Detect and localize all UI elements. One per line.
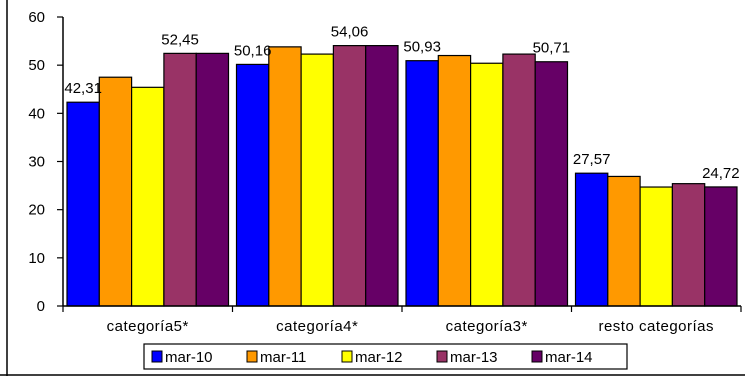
bar-mar-10-0 <box>66 101 100 307</box>
data-label-4: 50,93 <box>403 39 441 56</box>
data-label-2: 50,16 <box>234 42 272 59</box>
y-tick-label-10: 10 <box>28 250 45 267</box>
x-category-label-1: categoría4* <box>276 318 358 335</box>
legend-swatch-mar-14 <box>531 350 543 363</box>
x-category-label-3: resto categorías <box>598 318 714 335</box>
legend-label-mar-14: mar-14 <box>545 349 593 366</box>
y-tick-label-30: 30 <box>28 154 45 171</box>
bar-mar-10-1 <box>235 63 270 307</box>
data-label-7: 24,72 <box>702 165 740 182</box>
data-label-0: 42,31 <box>64 80 102 97</box>
legend-label-mar-11: mar-11 <box>260 349 306 366</box>
bar-mar-11-2 <box>437 54 472 307</box>
bar-mar-14-3 <box>704 186 738 307</box>
legend-swatch-mar-10 <box>151 350 163 363</box>
bar-mar-13-2 <box>502 53 536 307</box>
x-category-label-0: categoría5* <box>107 318 189 335</box>
bar-mar-13-3 <box>671 183 706 307</box>
y-tick-label-60: 60 <box>28 9 45 26</box>
bar-mar-14-2 <box>534 61 569 307</box>
y-tick-label-0: 0 <box>37 298 45 315</box>
bar-mar-12-0 <box>131 86 165 307</box>
legend-swatch-mar-12 <box>341 350 353 363</box>
legend-label-mar-12: mar-12 <box>355 349 403 366</box>
bar-mar-11-0 <box>98 76 133 307</box>
legend-label-mar-13: mar-13 <box>450 349 498 366</box>
bar-mar-14-1 <box>365 45 399 307</box>
bar-mar-14-0 <box>195 52 230 307</box>
bar-mar-13-0 <box>163 52 197 307</box>
y-tick-label-20: 20 <box>28 202 45 219</box>
bar-mar-10-2 <box>405 60 439 307</box>
bar-mar-11-1 <box>268 46 302 307</box>
data-label-6: 27,57 <box>573 151 611 168</box>
data-label-1: 52,45 <box>161 31 199 48</box>
bar-mar-12-3 <box>639 186 673 307</box>
y-tick-label-40: 40 <box>28 105 45 122</box>
x-category-label-2: categoría3* <box>446 318 528 335</box>
bar-mar-13-1 <box>332 45 367 307</box>
bar-mar-12-1 <box>300 53 335 307</box>
legend-label-mar-10: mar-10 <box>165 349 213 366</box>
legend-swatch-mar-13 <box>436 350 448 363</box>
bar-mar-12-2 <box>470 62 504 307</box>
data-label-5: 50,71 <box>533 40 571 57</box>
legend-swatch-mar-11 <box>246 350 258 363</box>
y-tick-label-50: 50 <box>28 57 45 74</box>
legend-box <box>143 343 628 370</box>
data-label-3: 54,06 <box>331 24 369 41</box>
bar-mar-11-3 <box>607 175 641 307</box>
bar-mar-10-3 <box>574 172 609 307</box>
